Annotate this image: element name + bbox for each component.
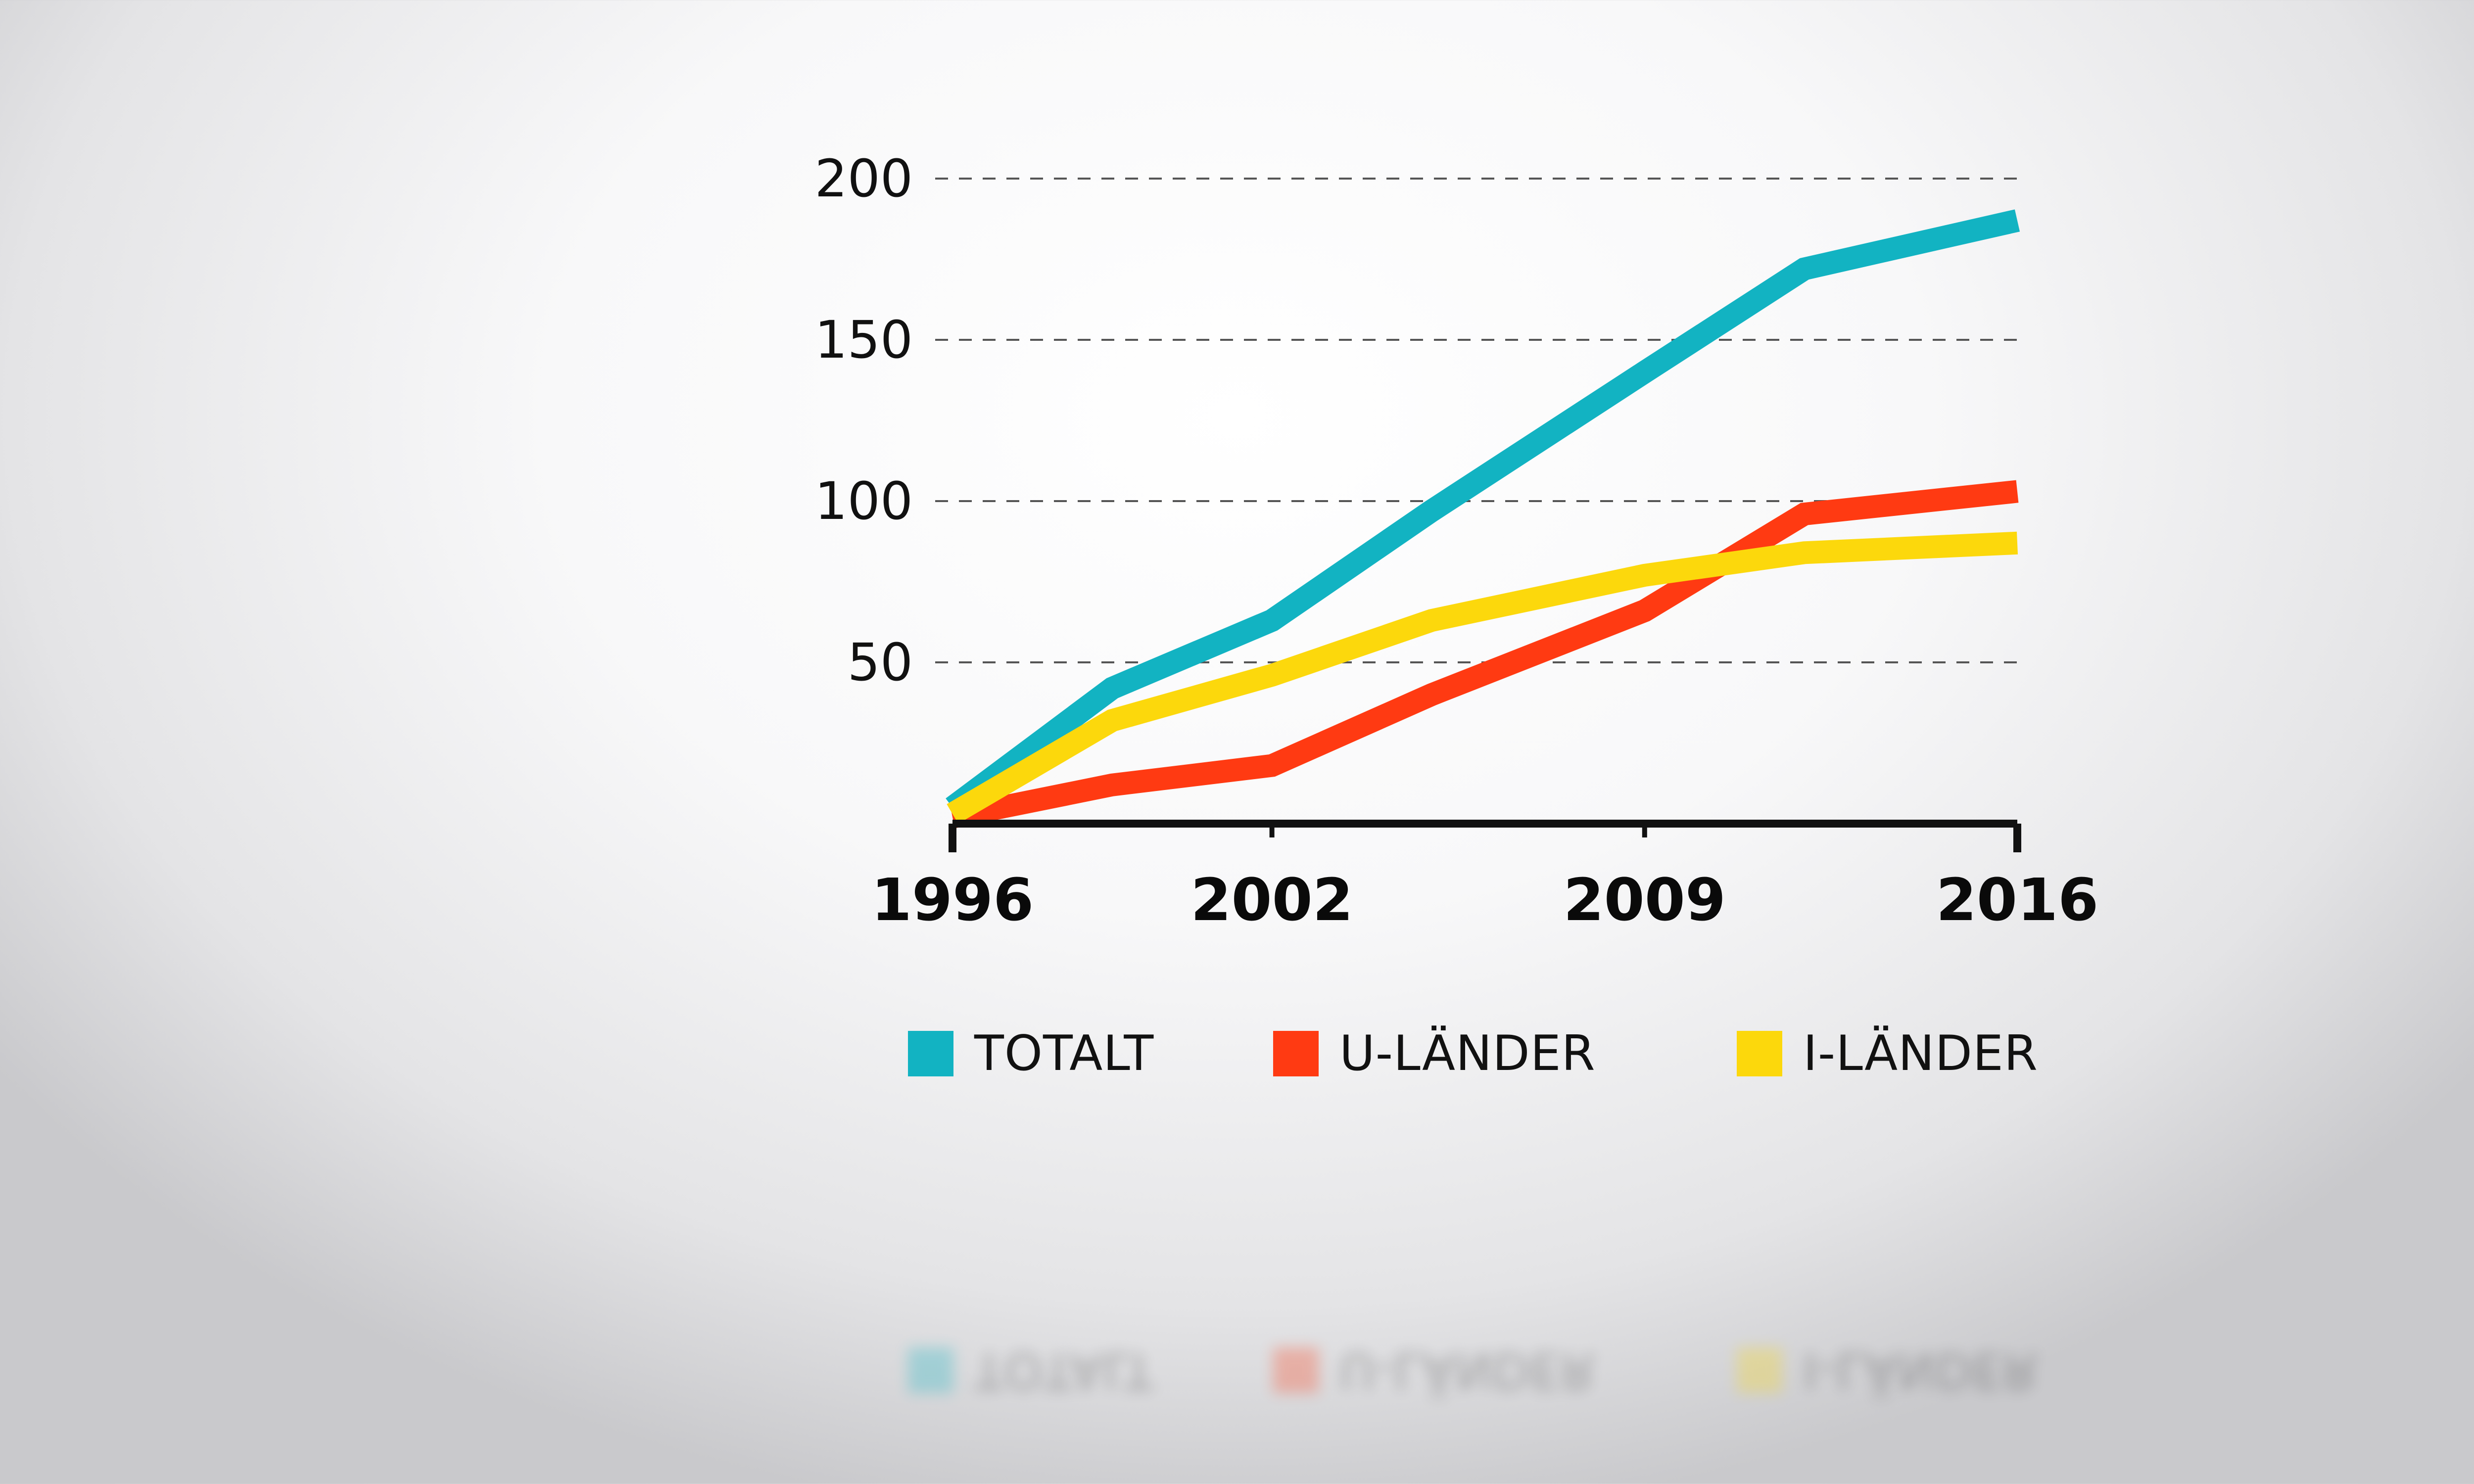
reflected-legend-swatch bbox=[1737, 1347, 1782, 1393]
legend: TOTALT U-LÄNDER I-LÄNDER bbox=[0, 1014, 2474, 1093]
series-lines bbox=[946, 209, 2020, 829]
legend-swatch bbox=[908, 1031, 953, 1076]
reflected-legend-label: U-LÄNDER bbox=[1339, 1342, 1596, 1398]
reflected-legend-swatch bbox=[908, 1347, 953, 1393]
x-axis-tick-labels: 1996 2002 2009 2016 bbox=[871, 866, 2098, 934]
series-line-1 bbox=[946, 209, 2020, 817]
reflected-legend-item-1: TOTALT bbox=[908, 1331, 1154, 1410]
series-line-2 bbox=[950, 480, 2019, 829]
legend-label: U-LÄNDER bbox=[1339, 1025, 1596, 1082]
legend-item-2: U-LÄNDER bbox=[1273, 1014, 1596, 1093]
y-tick-label: 150 bbox=[814, 310, 913, 370]
legend-label: I-LÄNDER bbox=[1803, 1025, 2038, 1082]
y-tick-label: 200 bbox=[814, 148, 913, 209]
reflected-legend-label: TOTALT bbox=[974, 1342, 1154, 1398]
legend-swatch bbox=[1737, 1031, 1782, 1076]
legend-label: TOTALT bbox=[974, 1025, 1154, 1082]
reflected-legend-item-3: I-LÄNDER bbox=[1737, 1331, 2038, 1410]
reflected-legend-swatch bbox=[1273, 1347, 1319, 1393]
x-tick-label: 2009 bbox=[1564, 866, 1726, 934]
legend-item-3: I-LÄNDER bbox=[1737, 1014, 2038, 1093]
x-axis bbox=[949, 820, 2021, 852]
legend-reflection: TOTALT U-LÄNDER I-LÄNDER bbox=[0, 1331, 2474, 1410]
x-tick-label: 1996 bbox=[871, 866, 1034, 934]
y-axis-tick-labels: 50 100 150 200 bbox=[814, 148, 913, 693]
series-line-3 bbox=[947, 531, 2018, 824]
reflected-legend-item-2: U-LÄNDER bbox=[1273, 1331, 1596, 1410]
y-tick-label: 50 bbox=[848, 632, 913, 693]
legend-swatch bbox=[1273, 1031, 1319, 1076]
legend-item-1: TOTALT bbox=[908, 1014, 1154, 1093]
reflected-legend-label: I-LÄNDER bbox=[1803, 1342, 2038, 1398]
x-tick-label: 2002 bbox=[1190, 866, 1353, 934]
x-tick-label: 2016 bbox=[1936, 866, 2098, 934]
y-tick-label: 100 bbox=[814, 471, 913, 531]
